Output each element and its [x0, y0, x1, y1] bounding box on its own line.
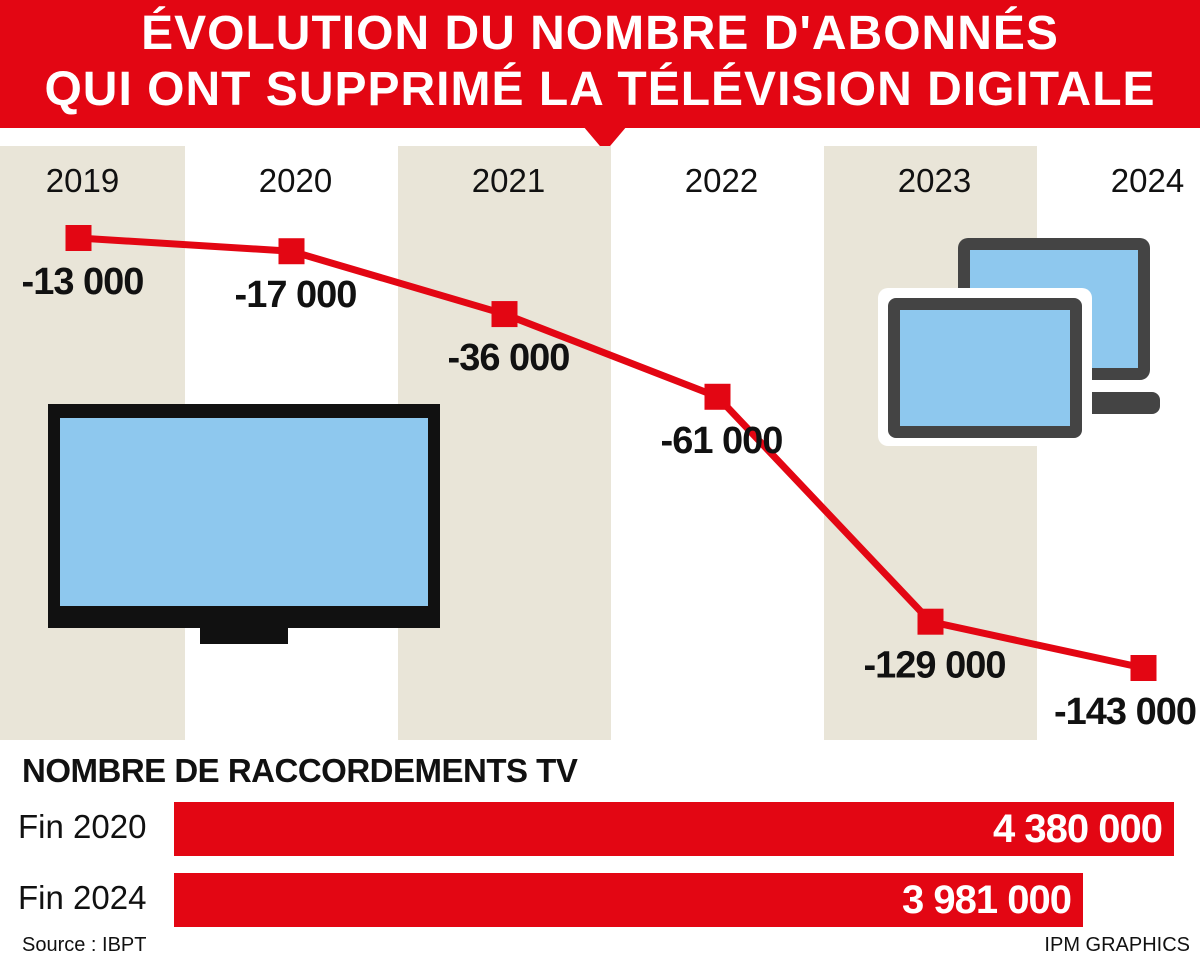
data-label: -36 000: [448, 337, 570, 379]
title-banner: ÉVOLUTION DU NOMBRE D'ABONNÉS QUI ONT SU…: [0, 0, 1200, 128]
data-label: -129 000: [863, 645, 1005, 687]
chart-title-line-1: ÉVOLUTION DU NOMBRE D'ABONNÉS: [141, 7, 1059, 60]
series-line: [78, 234, 1145, 672]
x-tick-label: 2024: [1111, 162, 1184, 199]
data-point-2021: [491, 301, 518, 328]
data-point-2024: [1130, 655, 1157, 681]
x-tick-label: 2019: [46, 162, 119, 199]
data-label: -13 000: [22, 261, 144, 303]
chart-title-line-2: QUI ONT SUPPRIMÉ LA TÉLÉVISION DIGITALE: [44, 63, 1156, 116]
bar-category-label: Fin 2024: [18, 879, 147, 916]
line-chart: 2019 2020 2021 2022 2023 2024 -13 000 -17 000 -…: [0, 146, 1197, 740]
data-label: -61 000: [661, 420, 783, 462]
x-tick-label: 2021: [472, 162, 545, 199]
bar-chart-title: NOMBRE DE RACCORDEMENTS TV: [22, 752, 578, 789]
bar-value-label: 3 981 000: [902, 878, 1072, 922]
television-icon: [48, 404, 440, 644]
data-point-2023: [917, 608, 944, 635]
bar-value-label: 4 380 000: [993, 807, 1163, 851]
data-point-2022: [704, 383, 731, 410]
x-tick-label: 2022: [685, 162, 758, 199]
data-point-2019: [65, 225, 92, 251]
source-note: Source : IBPT: [22, 934, 147, 956]
bar-fin-2024: 3 981 000: [174, 873, 1083, 927]
computer-monitors-icon: [878, 238, 1160, 446]
bar-fin-2020: 4 380 000: [174, 802, 1174, 856]
x-tick-label: 2020: [259, 162, 332, 199]
data-point-2020: [278, 238, 305, 265]
x-tick-label: 2023: [898, 162, 971, 199]
credit-note: IPM GRAPHICS: [1044, 934, 1190, 956]
data-label: -17 000: [235, 274, 357, 316]
data-label: -143 000: [1054, 691, 1196, 733]
bar-category-label: Fin 2020: [18, 808, 147, 845]
